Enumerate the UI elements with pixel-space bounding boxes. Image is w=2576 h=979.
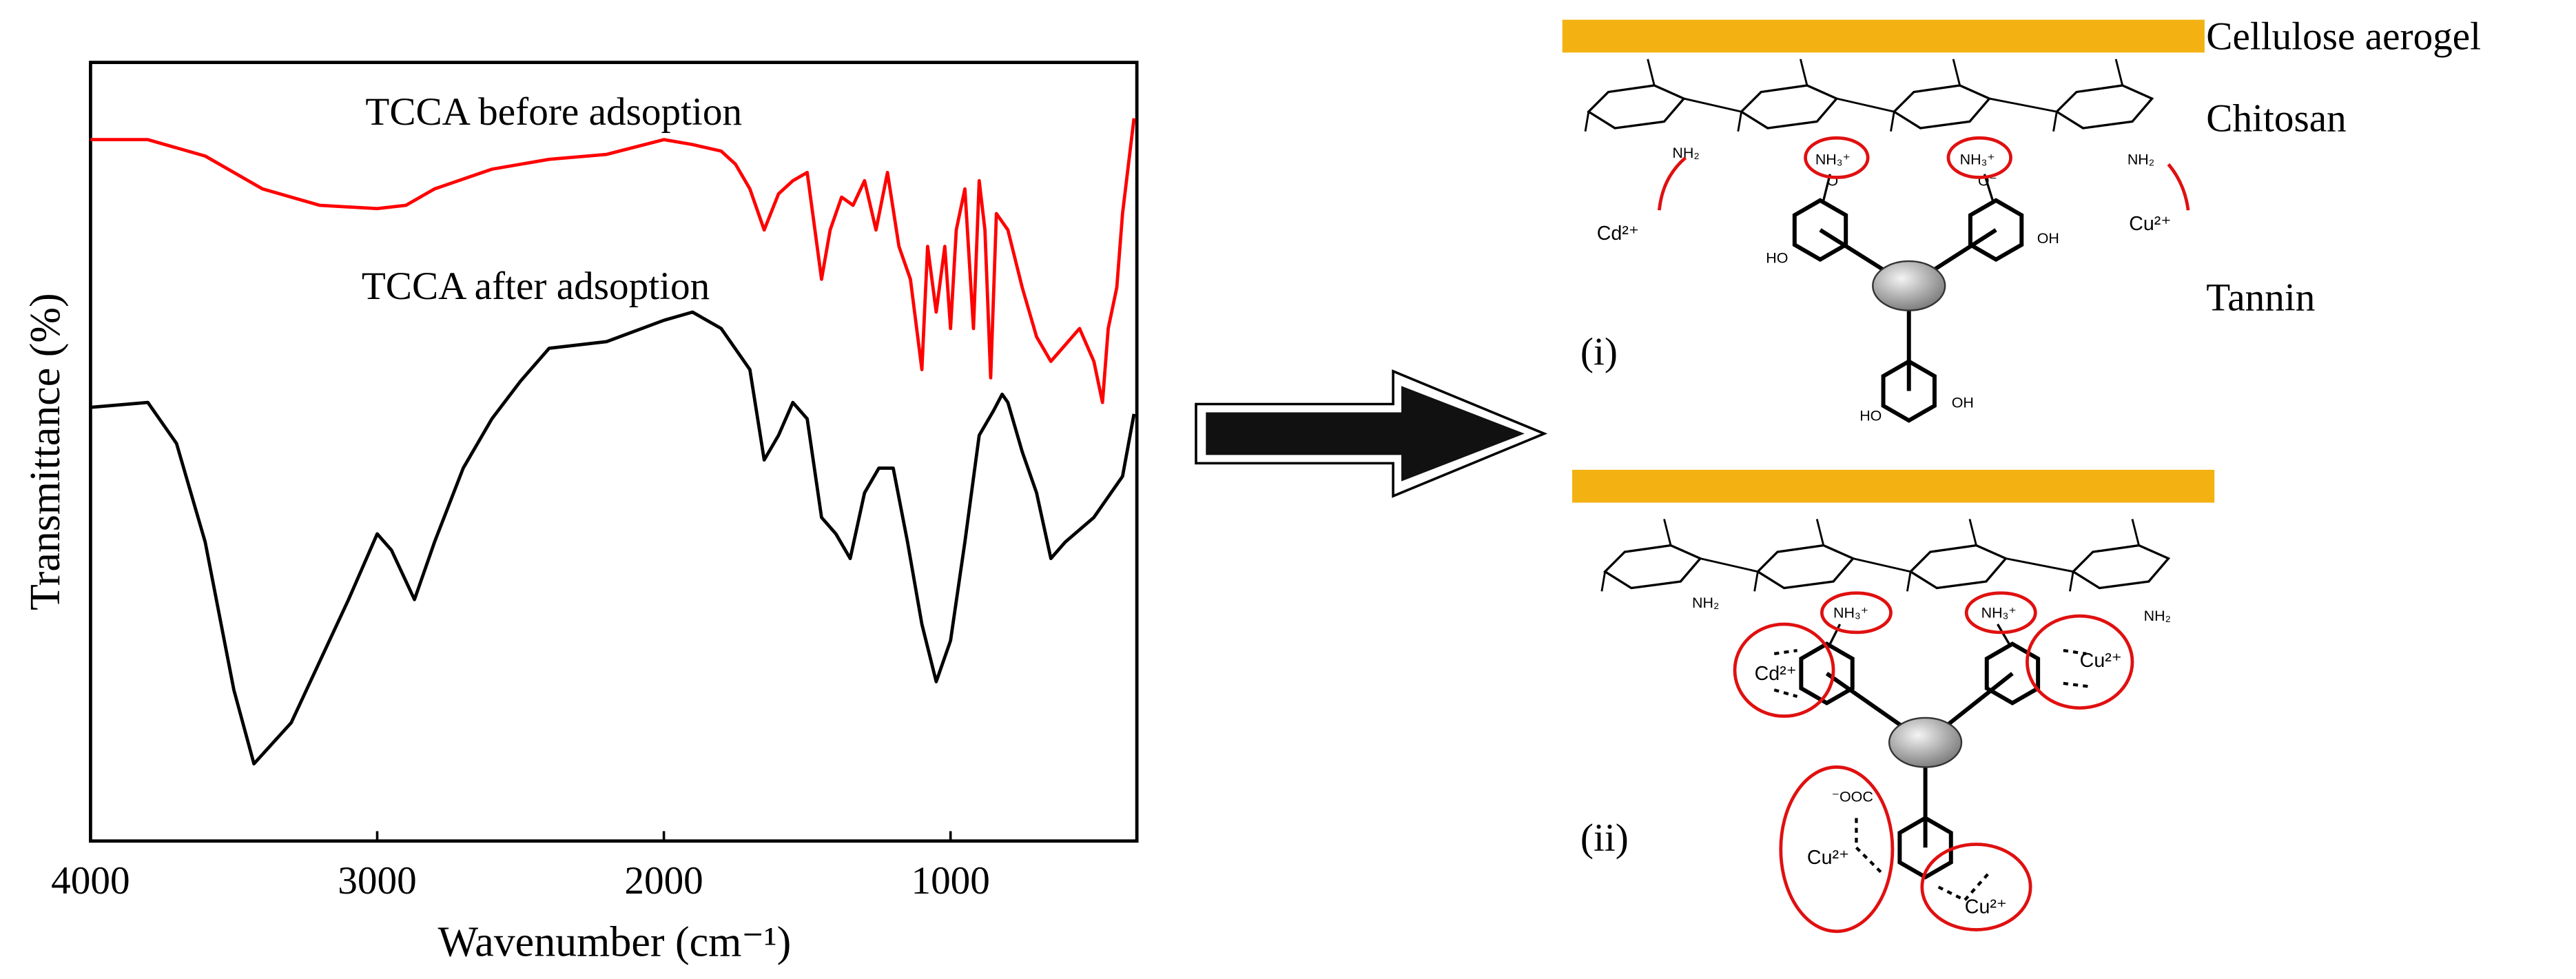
chem-label: NH₃⁺ bbox=[1981, 604, 2017, 621]
bond bbox=[1683, 97, 1742, 113]
coordination-bond bbox=[1773, 649, 1797, 656]
bond bbox=[1997, 624, 2010, 645]
bond bbox=[2052, 111, 2058, 132]
arrow bbox=[1206, 386, 1525, 482]
aromatic-ring bbox=[1799, 641, 1855, 705]
x-tick-label: 1000 bbox=[911, 859, 989, 903]
plot-frame bbox=[89, 61, 1139, 843]
coordination-bond bbox=[1855, 818, 1884, 875]
chem-label: NH₂ bbox=[2144, 608, 2171, 624]
bond bbox=[1700, 557, 1758, 573]
aromatic-ring bbox=[1881, 359, 1937, 423]
ion-label: Cd²⁺ bbox=[1597, 223, 1639, 245]
bond bbox=[1906, 571, 1912, 592]
x-axis-label: Wavenumber (cm⁻¹) bbox=[438, 919, 792, 966]
aromatic-ring bbox=[1792, 198, 1848, 262]
chem-label: OH bbox=[2037, 230, 2059, 247]
core bbox=[1872, 260, 1946, 311]
chem-label: HO bbox=[1766, 249, 1788, 266]
sugar-ring bbox=[1739, 84, 1839, 130]
sugar-ring bbox=[2071, 544, 2171, 590]
ion-label: Cu²⁺ bbox=[1807, 847, 1849, 869]
x-tick-label: 3000 bbox=[338, 859, 416, 903]
ion-label: Cu²⁺ bbox=[2129, 213, 2171, 235]
chem-label: NH₂ bbox=[2127, 151, 2154, 167]
chem-label: ⁻OOC bbox=[1832, 789, 1873, 805]
spectrum-line bbox=[90, 310, 1136, 766]
bond bbox=[1600, 571, 1607, 592]
highlight bbox=[1779, 765, 1895, 934]
chem-label: NH₃⁺ bbox=[1960, 151, 1995, 167]
sugar-ring bbox=[1892, 84, 1992, 130]
bond bbox=[1663, 519, 1672, 546]
x-tick-label: 2000 bbox=[624, 859, 703, 903]
bond bbox=[1853, 557, 1911, 573]
bond bbox=[2068, 571, 2074, 592]
mechanism-diagram: Cellulose aerogel Chitosan Tannin (i) (i… bbox=[1562, 15, 2481, 934]
sugar-ring bbox=[1908, 544, 2008, 590]
annotation: TCCA before adsoption bbox=[365, 90, 742, 134]
bond bbox=[2131, 519, 2140, 546]
arrow-red bbox=[1657, 156, 1687, 211]
aromatic-ring bbox=[1984, 641, 2041, 705]
chem-label: OH bbox=[1952, 394, 1974, 411]
aromatic-ring bbox=[1897, 815, 1953, 880]
ion-label: Cd²⁺ bbox=[1755, 663, 1797, 685]
layer-label: Cellulose aerogel bbox=[2206, 15, 2481, 59]
x-tick-label: 4000 bbox=[51, 859, 130, 903]
aromatic-ring bbox=[1968, 198, 2024, 262]
bond bbox=[1968, 519, 1977, 546]
sugar-ring bbox=[1603, 544, 1702, 590]
bond bbox=[1952, 59, 1961, 86]
bond bbox=[1584, 111, 1590, 132]
coordination-bond bbox=[2063, 681, 2090, 688]
layer-label: Tannin bbox=[2206, 276, 2315, 320]
bond bbox=[1737, 111, 1742, 132]
highlight bbox=[1920, 843, 2032, 931]
bond bbox=[1828, 624, 1842, 645]
bond bbox=[1753, 571, 1759, 592]
chem-label: NH₂ bbox=[1692, 595, 1719, 611]
ion-label: Cu²⁺ bbox=[2080, 650, 2122, 672]
coordination-bond bbox=[1773, 688, 1798, 698]
ion-label: Cu²⁺ bbox=[1965, 896, 2007, 918]
panel-label: (ii) bbox=[1580, 816, 1629, 860]
ftir-chart: Wavenumber (cm⁻¹) Transmittance (%) TCCA… bbox=[22, 61, 1139, 966]
cellulose-layer bbox=[1562, 19, 2205, 53]
highlight bbox=[1804, 136, 1870, 179]
spectrum-line bbox=[90, 118, 1136, 404]
bond bbox=[1989, 97, 2057, 113]
bond bbox=[1815, 519, 1825, 546]
layer-label: Chitosan bbox=[2206, 97, 2346, 141]
bond bbox=[2114, 59, 2124, 86]
highlight bbox=[2026, 614, 2134, 710]
highlight bbox=[1733, 622, 1835, 718]
sugar-ring bbox=[2054, 84, 2154, 130]
chem-label: NH₃⁺ bbox=[1833, 604, 1868, 621]
bond bbox=[1647, 59, 1656, 86]
annotation: TCCA after adsoption bbox=[362, 265, 710, 308]
bond bbox=[2006, 557, 2074, 573]
highlight bbox=[1964, 591, 2037, 635]
core bbox=[1888, 717, 1963, 768]
arrow-red bbox=[2167, 163, 2190, 211]
y-axis-label: Transmittance (%) bbox=[22, 293, 69, 610]
highlight bbox=[1820, 591, 1893, 635]
sugar-ring bbox=[1755, 544, 1855, 590]
highlight bbox=[1946, 136, 2012, 179]
chem-label: HO bbox=[1859, 407, 1882, 424]
chem-label: NH₃⁺ bbox=[1815, 151, 1851, 167]
panel-label: (i) bbox=[1580, 330, 1618, 373]
sugar-ring bbox=[1587, 84, 1686, 130]
bond bbox=[1836, 97, 1895, 113]
cellulose-layer bbox=[1572, 469, 2215, 503]
bond bbox=[1890, 111, 1895, 132]
coordination-bond bbox=[2063, 649, 2087, 656]
bond bbox=[1799, 59, 1809, 86]
